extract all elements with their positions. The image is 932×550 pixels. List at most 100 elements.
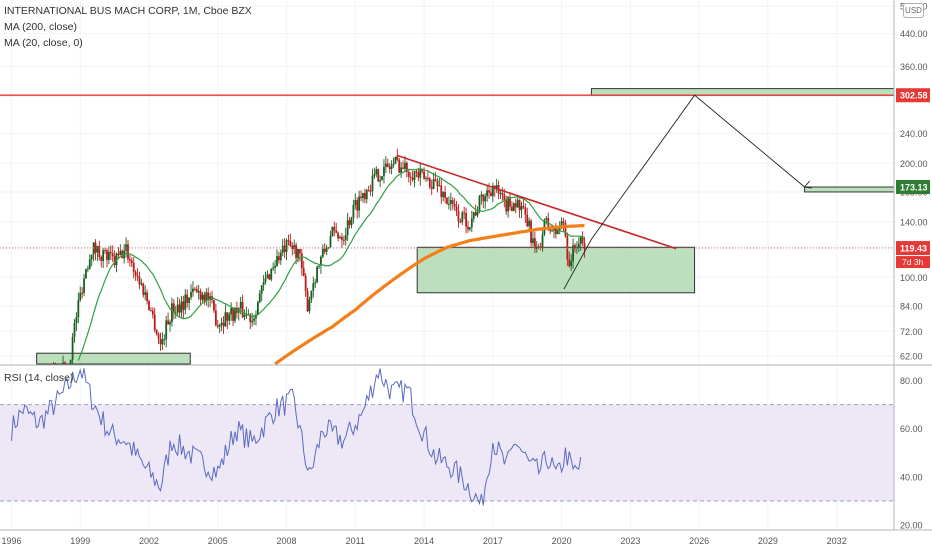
candle-body [461,212,464,223]
candle-body [243,315,246,317]
rsi-line [11,368,582,506]
candle-body [132,262,135,272]
candle-body [96,245,99,253]
rsi-tick-label: 60.00 [900,424,923,434]
year-tick-label: 1996 [1,536,21,546]
candle-body [150,310,152,312]
candle-body [153,314,156,331]
candle-body [371,175,374,192]
candle-body [526,214,529,227]
candle-body [90,254,93,260]
candle-body [533,238,536,249]
year-tick-label: 2002 [139,536,159,546]
candle-body [425,178,427,180]
candle-body [409,176,412,178]
zone-box [36,352,191,365]
candle-body [113,256,116,266]
candle-body [228,314,231,321]
candle-body [234,307,236,321]
candle-body [111,253,114,257]
candle-body [264,278,267,283]
rsi-tick-label: 20.00 [900,521,923,531]
candle-body [268,274,271,280]
candle-body [421,168,424,172]
candle-body [167,320,170,325]
ma200-line [274,223,585,366]
candle-body [518,199,521,211]
candle-body [128,259,131,261]
rsi-tick-label: 40.00 [900,472,923,482]
rsi-legend: RSI (14, close) [4,372,74,384]
candle-body [138,276,141,285]
candle-body [98,245,101,257]
candle-body [413,171,416,180]
candle-body [312,283,315,291]
candle-body [404,162,406,169]
candle-body [509,197,511,207]
candle-body [342,239,345,241]
candle-body [411,177,414,180]
candle-body [514,203,517,208]
last-price-badge-bg [896,241,930,256]
candle-body [417,172,420,178]
rsi-band [0,404,894,502]
candle-body [207,292,210,301]
candle-body [321,248,324,257]
candle-body [216,325,219,327]
candle-body [556,230,559,235]
candle-body [320,256,322,266]
zone-box [590,88,895,96]
year-tick-label: 2011 [346,536,365,546]
candle-body [310,290,313,300]
candle-body [86,268,89,270]
currency-button[interactable]: USD [903,3,924,18]
candle-body [503,194,506,201]
year-tick-label: 2014 [414,536,434,546]
candle-body [73,323,76,337]
candle-body [218,324,221,327]
candle-body [136,275,139,277]
candle-body [480,194,483,197]
candle-body [532,238,534,243]
candle-body [203,294,206,302]
candle-body [463,212,466,214]
candle-body [455,206,458,212]
candle-body [155,330,158,334]
target-low-badge-bg [896,180,930,195]
candle-body [299,249,301,254]
candle-body [165,320,168,340]
candle-body [232,307,234,321]
candle-body [495,185,498,189]
candle-body [390,164,393,169]
candle-body [545,218,548,220]
candle-body [457,211,460,222]
candle-body [249,314,252,323]
candle-body [369,190,372,192]
candle-body [379,180,382,182]
candle-body [293,245,296,249]
candle-body [407,171,410,177]
descending-trendline [396,154,677,250]
candle-body [104,250,106,252]
candle-body [488,190,490,193]
candle-body [323,248,326,252]
forecast-arrowhead [803,180,812,189]
candle-body [171,303,173,322]
candle-body [560,221,563,229]
candle-body [195,288,198,293]
candle-body [314,282,317,284]
candle-body [516,199,519,208]
zones-layer [36,88,895,365]
candle-body [537,246,540,248]
candle-body [453,204,456,207]
candle-body [490,192,492,197]
candle-body [163,339,166,341]
candle-body [106,250,108,261]
candle-body [62,362,64,364]
candle-body [398,159,401,173]
candle-body [121,250,124,259]
candle-body [184,294,187,310]
candle-body [274,265,276,268]
candle-body [392,163,395,165]
